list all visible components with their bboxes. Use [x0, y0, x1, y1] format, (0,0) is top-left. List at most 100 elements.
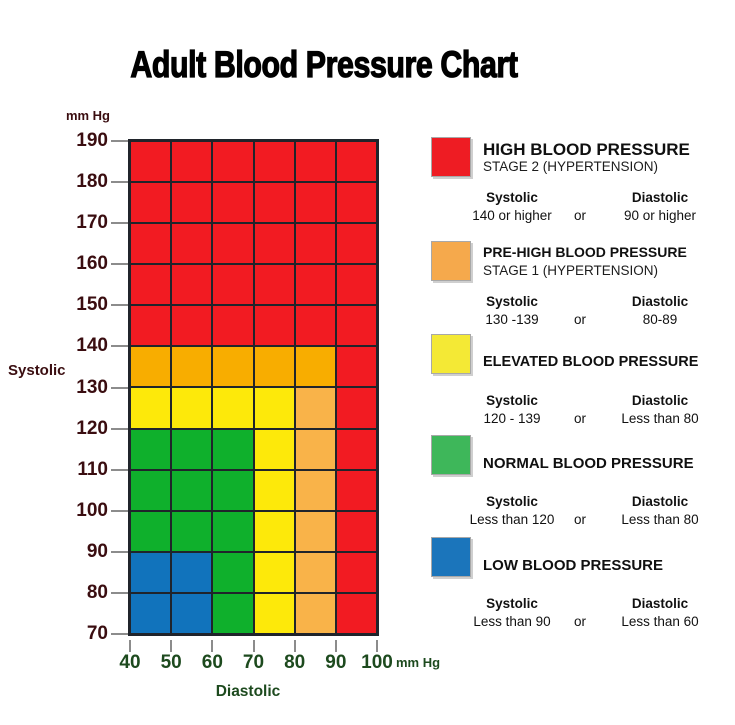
- legend-entry-elevated: ELEVATED BLOOD PRESSURE Systolic Diastolic…: [431, 334, 731, 434]
- systolic-column-label: Systolic: [486, 294, 538, 309]
- grid-cell-normal: [213, 429, 253, 469]
- grid-cell-stage2: [213, 306, 253, 346]
- x-tick-label: 60: [201, 652, 223, 673]
- y-tick-label: 120: [76, 417, 108, 439]
- bp-grid: [128, 139, 379, 636]
- grid-cell-stage2: [172, 265, 212, 305]
- y-tick-mark: [111, 591, 128, 594]
- grid-cell-stage2: [131, 142, 171, 182]
- y-tick-mark: [111, 304, 128, 307]
- grid-cell-stage2: [336, 347, 376, 387]
- grid-cell-normal: [131, 511, 171, 551]
- legend-column-headers: Systolic Diastolic: [431, 393, 731, 410]
- legend-column-headers: Systolic Diastolic: [431, 596, 731, 613]
- y-tick-mark: [111, 386, 128, 389]
- y-tick-mark: [111, 427, 128, 430]
- legend-values: 130 -139 or 80-89: [431, 312, 731, 329]
- y-tick-mark: [111, 509, 128, 512]
- x-tick-mark: [211, 640, 214, 652]
- grid-cell-normal: [213, 470, 253, 510]
- y-tick-label: 80: [86, 581, 108, 603]
- legend-values: 120 - 139 or Less than 80: [431, 411, 731, 428]
- legend-swatch-low: [431, 537, 471, 577]
- grid-cell-normal: [213, 511, 253, 551]
- x-axis-title: Diastolic: [215, 683, 281, 700]
- grid-cell-stage2: [131, 183, 171, 223]
- grid-cell-stage2: [131, 306, 171, 346]
- grid-cell-stage2: [254, 224, 294, 264]
- grid-cell-normal: [172, 470, 212, 510]
- legend-swatch-stage2: [431, 137, 471, 177]
- grid-cell-stage1: [295, 593, 335, 633]
- grid-cell-stage2: [295, 142, 335, 182]
- grid-cell-normal: [131, 429, 171, 469]
- grid-cell-elevated: [254, 593, 294, 633]
- grid-cell-elevated: [254, 388, 294, 428]
- legend-title: ELEVATED BLOOD PRESSURE: [483, 354, 699, 370]
- y-tick-label: 100: [76, 499, 108, 521]
- x-tick-label: 40: [119, 652, 141, 673]
- y-tick-label: 70: [86, 623, 108, 644]
- grid-cell-stage2: [336, 306, 376, 346]
- legend-values: Less than 90 or Less than 60: [431, 614, 731, 631]
- grid-cell-stage2: [254, 142, 294, 182]
- grid-cell-stage2: [213, 183, 253, 223]
- grid-cell-low: [172, 593, 212, 633]
- systolic-value: Less than 90: [473, 614, 551, 629]
- x-tick-mark: [170, 640, 173, 652]
- y-tick-mark: [111, 140, 128, 142]
- grid-cell-normal: [213, 593, 253, 633]
- diastolic-value: 80-89: [642, 312, 678, 327]
- legend-swatch-elevated: [431, 334, 471, 374]
- x-tick-mark: [334, 640, 337, 652]
- diastolic-column-label: Diastolic: [631, 190, 689, 205]
- legend-column-headers: Systolic Diastolic: [431, 294, 731, 311]
- grid-cell-stage2: [336, 388, 376, 428]
- y-tick-mark: [111, 222, 128, 225]
- grid-cell-stage1: [295, 388, 335, 428]
- grid-cell-stage2: [336, 142, 376, 182]
- x-tick-label: 90: [325, 652, 347, 673]
- x-tick-label: 50: [160, 652, 182, 673]
- legend-subtitle: STAGE 1 (HYPERTENSION): [483, 263, 659, 278]
- grid-cell-elevated: [254, 470, 294, 510]
- legend-subtitle: STAGE 2 (HYPERTENSION): [483, 159, 659, 174]
- y-tick-mark: [111, 633, 128, 635]
- grid-cell-normal: [213, 552, 253, 592]
- grid-cell-stage2: [254, 306, 294, 346]
- diastolic-value: 90 or higher: [623, 208, 697, 223]
- grid-cell-normal: [172, 429, 212, 469]
- or-label: or: [573, 614, 587, 629]
- grid-cell-stage1_dark: [254, 347, 294, 387]
- y-tick-label: 160: [76, 253, 108, 275]
- systolic-column-label: Systolic: [486, 596, 538, 611]
- diastolic-column-label: Diastolic: [631, 294, 689, 309]
- grid-cell-elevated: [254, 511, 294, 551]
- grid-cell-stage2: [172, 306, 212, 346]
- grid-cell-stage2: [336, 265, 376, 305]
- x-tick-mark: [376, 640, 378, 652]
- diastolic-column-label: Diastolic: [631, 393, 689, 408]
- x-tick-mark: [293, 640, 296, 652]
- y-tick-label: 190: [76, 130, 108, 151]
- y-tick-label: 90: [86, 540, 108, 562]
- grid-cell-stage2: [336, 470, 376, 510]
- or-label: or: [573, 312, 587, 327]
- or-label: or: [573, 411, 587, 426]
- grid-cell-elevated: [172, 388, 212, 428]
- or-label: or: [573, 512, 587, 527]
- y-tick-label: 180: [76, 171, 108, 193]
- y-tick-mark: [111, 468, 128, 471]
- grid-cell-stage2: [213, 265, 253, 305]
- legend-swatch-normal: [431, 435, 471, 475]
- grid-cell-stage2: [254, 265, 294, 305]
- grid-cell-stage2: [336, 183, 376, 223]
- x-tick-mark: [252, 640, 255, 652]
- grid-cell-stage2: [295, 224, 335, 264]
- legend-entry-stage2: HIGH BLOOD PRESSURE STAGE 2 (HYPERTENSION…: [431, 137, 731, 237]
- systolic-column-label: Systolic: [486, 393, 538, 408]
- x-tick-mark: [129, 640, 131, 652]
- y-tick-label: 130: [76, 376, 108, 398]
- grid-cell-elevated: [254, 429, 294, 469]
